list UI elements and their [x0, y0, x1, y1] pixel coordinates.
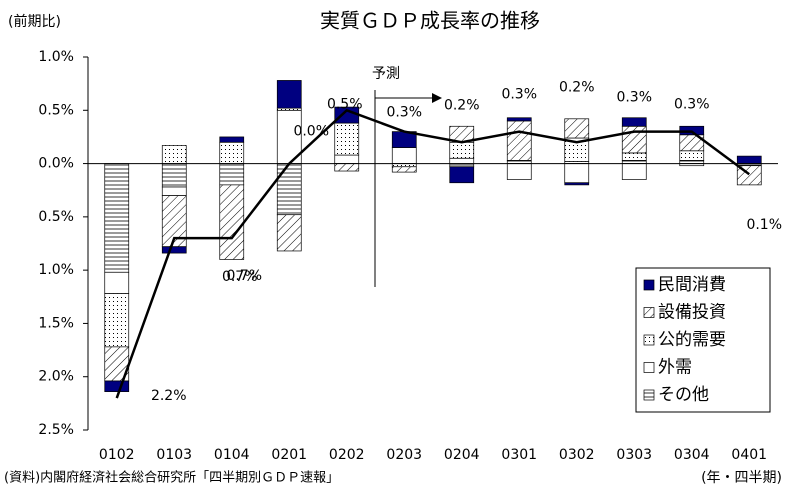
data-label: 0.3%: [386, 105, 422, 121]
x-tick-label: 0203: [386, 447, 422, 463]
bar-segment: [564, 118, 590, 139]
legend-swatch: [643, 362, 655, 373]
bar-segment: [276, 214, 302, 252]
bar-segment: [449, 141, 475, 159]
x-tick-label: 0401: [731, 447, 767, 463]
bar-segment: [621, 163, 647, 180]
bar-segment: [276, 163, 302, 216]
x-tick-label: 0301: [501, 447, 537, 463]
bar-segment: [161, 186, 187, 196]
bar-segment: [564, 163, 590, 184]
bar-segment: [161, 246, 187, 254]
data-label: 2.2%: [151, 388, 187, 404]
data-label: 0.5%: [327, 96, 363, 112]
legend-swatch: [643, 279, 655, 291]
bar-segment: [219, 163, 245, 186]
bar-segment: [391, 147, 417, 164]
bar-segment: [334, 163, 360, 172]
x-tick-label: 0201: [271, 447, 307, 463]
y-tick-label: 0.5%: [38, 209, 74, 225]
bar-segment: [161, 163, 187, 188]
bar-segment: [564, 182, 590, 186]
bar-segment: [219, 184, 245, 260]
x-tick-label: 0102: [99, 447, 135, 463]
data-label: 0.3%: [501, 87, 537, 103]
legend-label: 設備投資: [658, 303, 726, 323]
legend-label: 民間消費: [658, 275, 726, 295]
x-tick-label: 0104: [214, 447, 250, 463]
legend-label: 公的需要: [658, 330, 726, 350]
legend-swatch: [643, 334, 655, 346]
y-tick-label: 2.0%: [38, 369, 74, 385]
chart-title: 実質ＧＤＰ成長率の推移: [320, 9, 540, 33]
data-label: 0.2%: [559, 79, 595, 95]
line: [115, 108, 750, 399]
y-tick-label: 1.5%: [38, 315, 74, 331]
data-label: 0.2%: [444, 97, 480, 113]
data-label: 0.7%: [222, 269, 258, 285]
bar-segment: [276, 109, 302, 164]
bar-segment: [391, 166, 417, 173]
bar-segment: [276, 80, 302, 109]
arrow-head: [432, 93, 442, 103]
legend-swatch: [643, 307, 655, 318]
bar-segment: [104, 163, 130, 273]
y-tick-label: 2.5%: [38, 422, 74, 438]
legend-label: 外需: [658, 358, 692, 378]
bar-segment: [621, 117, 647, 127]
data-label: 0.3%: [674, 97, 710, 113]
bar-segment: [679, 150, 705, 161]
bar-segment: [104, 293, 130, 348]
legend-swatch: [643, 389, 655, 401]
y-tick-label: 1.0%: [38, 262, 74, 278]
legend-box: [635, 267, 771, 413]
data-label: 0.1%: [746, 217, 782, 233]
bar-segment: [219, 136, 245, 143]
x-tick-label: 0302: [559, 447, 595, 463]
bar-segment: [104, 380, 130, 392]
bar-segment: [334, 122, 360, 156]
source: (資料)内閣府経済社会総合研究所「四半期別ＧＤＰ速報」: [4, 470, 339, 486]
data-label: 0.7%: [226, 268, 262, 284]
legend-label: その他: [658, 385, 709, 405]
data-label: 0.3%: [616, 90, 652, 106]
x-tick-label: 0202: [329, 447, 365, 463]
x-tick-label: 0204: [444, 447, 480, 463]
bar-segment: [506, 117, 532, 122]
x-tick-label: 0303: [616, 447, 652, 463]
bar-segment: [621, 152, 647, 161]
y-axis-label: (前期比): [8, 13, 61, 30]
bar-segment: [334, 154, 360, 164]
y-tick-label: 0.0%: [38, 156, 74, 172]
data-label: 0.0%: [293, 124, 329, 140]
bar-segment: [219, 141, 245, 164]
x-axis-label: (年・四半期): [701, 470, 782, 486]
y-tick-label: 1.0%: [38, 49, 74, 65]
x-tick-label: 0103: [156, 447, 192, 463]
bar-segment: [449, 166, 475, 184]
bar-segment: [736, 155, 762, 164]
bar-segment: [506, 120, 532, 161]
x-tick-label: 0304: [674, 447, 710, 463]
annotation: 予測: [372, 66, 400, 82]
bar-segment: [449, 157, 475, 164]
bar-segment: [161, 145, 187, 164]
y-tick-label: 0.5%: [38, 102, 74, 118]
bar-segment: [621, 125, 647, 154]
bar-segment: [104, 271, 130, 294]
bar-segment: [506, 163, 532, 180]
